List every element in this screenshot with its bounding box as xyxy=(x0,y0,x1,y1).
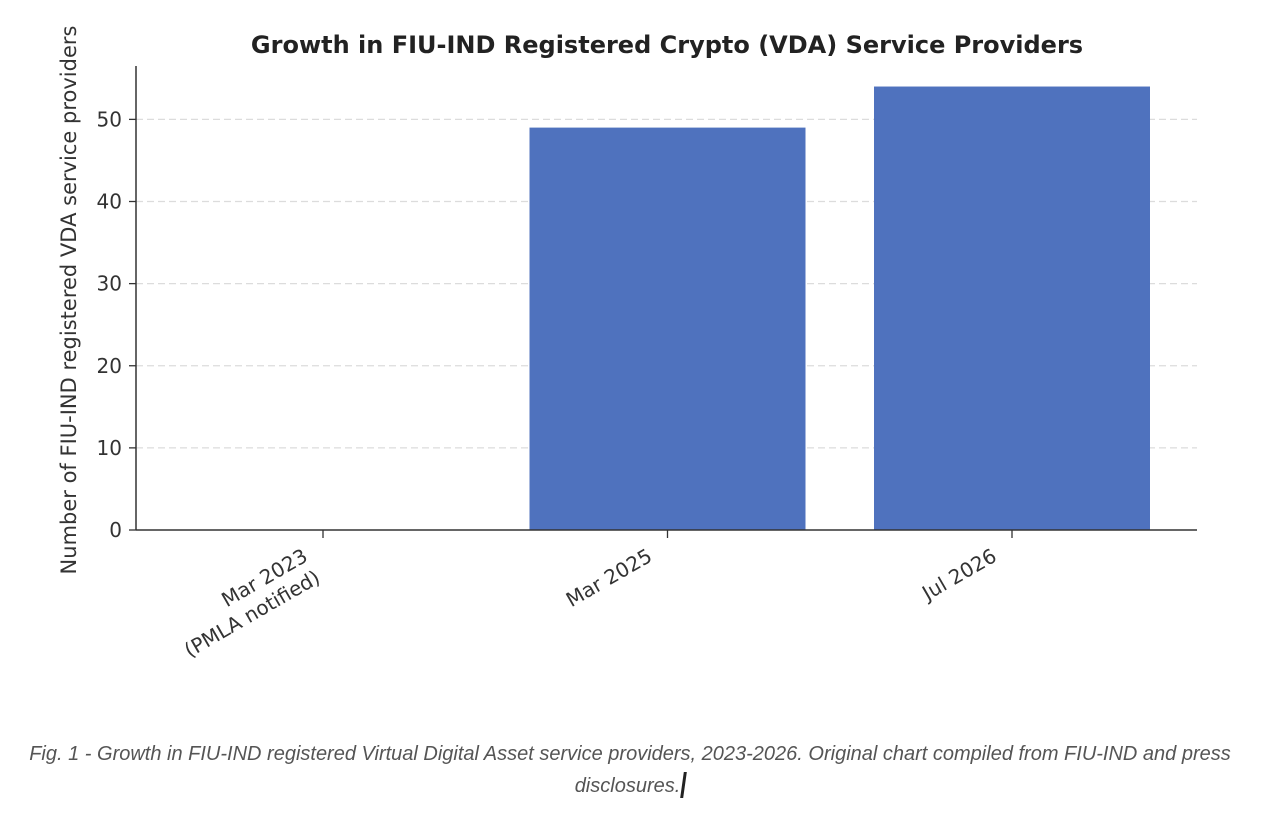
text-cursor xyxy=(680,772,688,798)
bar-chart: Growth in FIU-IND Registered Crypto (VDA… xyxy=(57,26,1197,663)
bars xyxy=(529,86,1150,530)
y-ticks: 0 10 20 30 40 50 xyxy=(97,107,136,542)
axes xyxy=(135,66,1197,531)
caption-text: Fig. 1 - Growth in FIU-IND registered Vi… xyxy=(29,743,1231,797)
x-tick-label: Jul 2026 xyxy=(916,544,1000,606)
x-tick-label: Mar 2023(PMLA notified) xyxy=(167,544,324,663)
y-tick-label: 30 xyxy=(97,272,122,296)
y-tick-label: 40 xyxy=(97,190,122,214)
bar xyxy=(874,86,1150,530)
y-tick-label: 10 xyxy=(97,436,122,460)
y-tick-label: 20 xyxy=(97,354,122,378)
x-tick-label-line: Jul 2026 xyxy=(916,544,1000,606)
x-tick-label: Mar 2025 xyxy=(562,544,656,612)
y-axis-label: Number of FIU-IND registered VDA service… xyxy=(57,26,81,575)
x-tick-label-line: Mar 2025 xyxy=(562,544,656,612)
bar xyxy=(529,127,806,530)
x-ticks: Mar 2023(PMLA notified) Mar 2025 Jul 2026 xyxy=(167,530,1013,663)
y-tick-label: 50 xyxy=(97,107,122,131)
y-tick-label: 0 xyxy=(109,518,122,542)
figure-caption: Fig. 1 - Growth in FIU-IND registered Vi… xyxy=(20,738,1240,802)
chart-title: Growth in FIU-IND Registered Crypto (VDA… xyxy=(251,31,1083,59)
